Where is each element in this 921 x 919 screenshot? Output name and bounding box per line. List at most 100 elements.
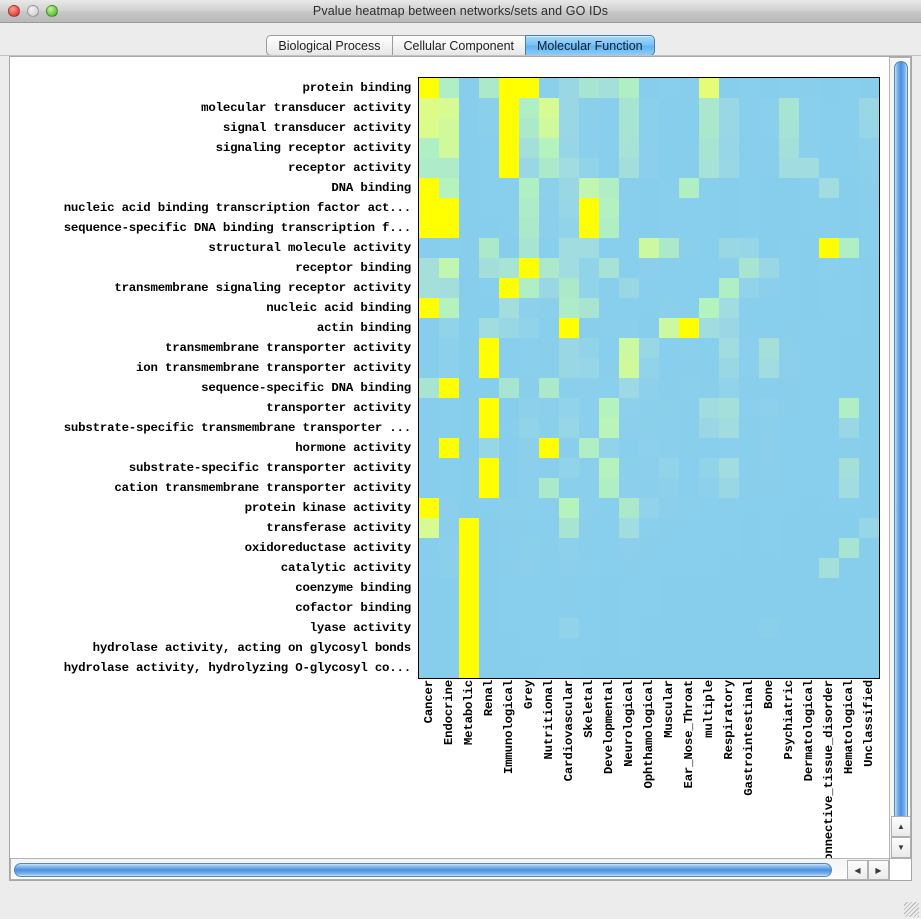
heatmap-cell[interactable] xyxy=(859,258,879,278)
heatmap-cell[interactable] xyxy=(839,438,859,458)
heatmap-cell[interactable] xyxy=(519,438,539,458)
heatmap-cell[interactable] xyxy=(419,218,439,238)
heatmap-cell[interactable] xyxy=(439,638,459,658)
heatmap-cell[interactable] xyxy=(639,478,659,498)
heatmap-cell[interactable] xyxy=(599,458,619,478)
heatmap-cell[interactable] xyxy=(599,618,619,638)
heatmap-cell[interactable] xyxy=(779,398,799,418)
heatmap-cell[interactable] xyxy=(679,618,699,638)
heatmap-cell[interactable] xyxy=(559,318,579,338)
heatmap-cell[interactable] xyxy=(719,578,739,598)
heatmap-cell[interactable] xyxy=(759,118,779,138)
heatmap-cell[interactable] xyxy=(499,298,519,318)
heatmap-cell[interactable] xyxy=(479,458,499,478)
heatmap-cell[interactable] xyxy=(479,478,499,498)
heatmap-cell[interactable] xyxy=(779,198,799,218)
heatmap-cell[interactable] xyxy=(439,438,459,458)
heatmap-cell[interactable] xyxy=(619,618,639,638)
heatmap-cell[interactable] xyxy=(659,618,679,638)
heatmap-cell[interactable] xyxy=(619,178,639,198)
heatmap-cell[interactable] xyxy=(639,658,659,678)
heatmap-cell[interactable] xyxy=(519,198,539,218)
scroll-right-button[interactable]: ▶ xyxy=(868,860,889,880)
heatmap-cell[interactable] xyxy=(659,418,679,438)
heatmap-cell[interactable] xyxy=(499,438,519,458)
heatmap-cell[interactable] xyxy=(419,478,439,498)
heatmap-cell[interactable] xyxy=(619,478,639,498)
heatmap-cell[interactable] xyxy=(659,178,679,198)
heatmap-cell[interactable] xyxy=(719,598,739,618)
heatmap-cell[interactable] xyxy=(799,478,819,498)
heatmap-cell[interactable] xyxy=(639,598,659,618)
heatmap-cell[interactable] xyxy=(539,98,559,118)
heatmap-cell[interactable] xyxy=(679,78,699,98)
heatmap-cell[interactable] xyxy=(639,538,659,558)
heatmap-cell[interactable] xyxy=(599,438,619,458)
heatmap-cell[interactable] xyxy=(819,518,839,538)
heatmap-cell[interactable] xyxy=(579,218,599,238)
heatmap-cell[interactable] xyxy=(599,198,619,218)
heatmap-cell[interactable] xyxy=(579,398,599,418)
heatmap-cell[interactable] xyxy=(819,598,839,618)
heatmap-cell[interactable] xyxy=(819,478,839,498)
heatmap-cell[interactable] xyxy=(759,178,779,198)
heatmap-cell[interactable] xyxy=(599,378,619,398)
heatmap-cell[interactable] xyxy=(499,318,519,338)
heatmap-cell[interactable] xyxy=(779,218,799,238)
heatmap-cell[interactable] xyxy=(619,98,639,118)
heatmap-cell[interactable] xyxy=(859,298,879,318)
heatmap-cell[interactable] xyxy=(819,558,839,578)
heatmap-cell[interactable] xyxy=(419,358,439,378)
heatmap-cell[interactable] xyxy=(579,538,599,558)
heatmap-cell[interactable] xyxy=(539,578,559,598)
heatmap-cell[interactable] xyxy=(419,398,439,418)
heatmap-cell[interactable] xyxy=(439,258,459,278)
heatmap-cell[interactable] xyxy=(639,498,659,518)
heatmap-cell[interactable] xyxy=(599,418,619,438)
heatmap-cell[interactable] xyxy=(479,398,499,418)
heatmap-cell[interactable] xyxy=(679,118,699,138)
heatmap-cell[interactable] xyxy=(659,578,679,598)
heatmap-cell[interactable] xyxy=(639,278,659,298)
heatmap-cell[interactable] xyxy=(839,598,859,618)
heatmap-cell[interactable] xyxy=(439,158,459,178)
heatmap-cell[interactable] xyxy=(659,598,679,618)
heatmap-cell[interactable] xyxy=(519,598,539,618)
heatmap-cell[interactable] xyxy=(699,258,719,278)
heatmap-cell[interactable] xyxy=(739,218,759,238)
heatmap-cell[interactable] xyxy=(859,538,879,558)
heatmap-cell[interactable] xyxy=(599,138,619,158)
heatmap-cell[interactable] xyxy=(439,138,459,158)
heatmap-cell[interactable] xyxy=(719,138,739,158)
heatmap-cell[interactable] xyxy=(599,178,619,198)
heatmap-cell[interactable] xyxy=(539,658,559,678)
heatmap-cell[interactable] xyxy=(719,178,739,198)
heatmap-cell[interactable] xyxy=(799,498,819,518)
heatmap-cell[interactable] xyxy=(639,218,659,238)
heatmap-cell[interactable] xyxy=(499,398,519,418)
heatmap-cell[interactable] xyxy=(739,638,759,658)
heatmap-cell[interactable] xyxy=(539,258,559,278)
heatmap-cell[interactable] xyxy=(519,318,539,338)
heatmap-cell[interactable] xyxy=(539,518,559,538)
heatmap-cell[interactable] xyxy=(799,338,819,358)
heatmap-cell[interactable] xyxy=(799,98,819,118)
heatmap-cell[interactable] xyxy=(619,418,639,438)
heatmap-cell[interactable] xyxy=(539,618,559,638)
heatmap-cell[interactable] xyxy=(599,358,619,378)
heatmap-cell[interactable] xyxy=(779,438,799,458)
heatmap-cell[interactable] xyxy=(459,278,479,298)
heatmap-cell[interactable] xyxy=(679,98,699,118)
heatmap-cell[interactable] xyxy=(459,558,479,578)
heatmap-cell[interactable] xyxy=(679,418,699,438)
heatmap-cell[interactable] xyxy=(519,178,539,198)
heatmap-cell[interactable] xyxy=(659,338,679,358)
heatmap-cell[interactable] xyxy=(759,658,779,678)
heatmap-cell[interactable] xyxy=(579,358,599,378)
heatmap-cell[interactable] xyxy=(679,158,699,178)
heatmap-cell[interactable] xyxy=(479,138,499,158)
heatmap-cell[interactable] xyxy=(679,458,699,478)
heatmap-cell[interactable] xyxy=(679,318,699,338)
heatmap-cell[interactable] xyxy=(779,598,799,618)
heatmap-cell[interactable] xyxy=(799,438,819,458)
